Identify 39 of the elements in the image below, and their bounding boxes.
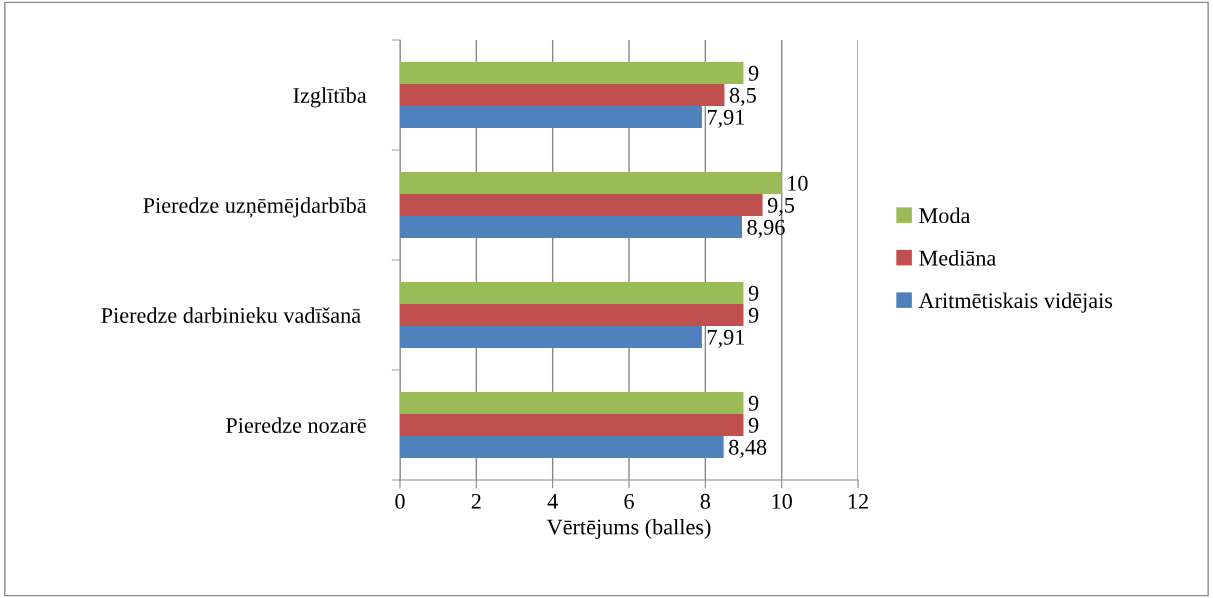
data-label: 7,91 <box>707 109 745 128</box>
data-label: 9 <box>748 65 759 81</box>
bar <box>400 172 782 194</box>
data-label: 8,96 <box>747 219 785 238</box>
y-tick-label: Pieredze darbinieku vadīšanā <box>101 307 361 323</box>
y-tick-label: Pieredze uzņēmējdarbībā <box>143 197 367 218</box>
bar <box>400 326 702 348</box>
x-tick-label: 0 <box>395 493 405 509</box>
x-tick-label: 6 <box>624 493 634 509</box>
data-label: 9,5 <box>767 197 795 216</box>
legend-label: Moda <box>919 207 971 224</box>
data-label: 8,48 <box>729 439 767 458</box>
data-label: 8,5 <box>729 87 756 106</box>
legend-label: Aritmētiskais vidējais <box>918 292 1113 313</box>
bar <box>400 392 744 414</box>
bar <box>400 304 744 326</box>
bar <box>400 414 744 436</box>
bar <box>400 194 763 216</box>
x-axis-title: Vērtējums (balles) <box>546 518 711 540</box>
data-label: 9 <box>748 285 759 301</box>
x-tick-label: 10 <box>772 493 792 509</box>
bar <box>400 282 744 304</box>
bar <box>400 62 744 84</box>
x-tick-label: 12 <box>848 493 868 509</box>
y-tick-label: Izglītība <box>293 87 367 108</box>
y-tick-label: Pieredze nozarē <box>226 417 366 433</box>
bar <box>400 436 724 458</box>
x-tick-label: 4 <box>547 493 558 509</box>
bar <box>400 106 702 128</box>
bar <box>400 84 725 106</box>
data-label: 10 <box>788 175 808 191</box>
data-label: 7,91 <box>707 329 745 348</box>
legend-label: Mediāna <box>919 249 996 266</box>
data-label: 9 <box>748 307 759 323</box>
data-label: 9 <box>748 395 759 411</box>
data-label: 9 <box>748 417 759 433</box>
x-tick-label: 8 <box>700 493 711 509</box>
bar <box>400 216 742 238</box>
x-tick-label: 2 <box>471 493 481 509</box>
